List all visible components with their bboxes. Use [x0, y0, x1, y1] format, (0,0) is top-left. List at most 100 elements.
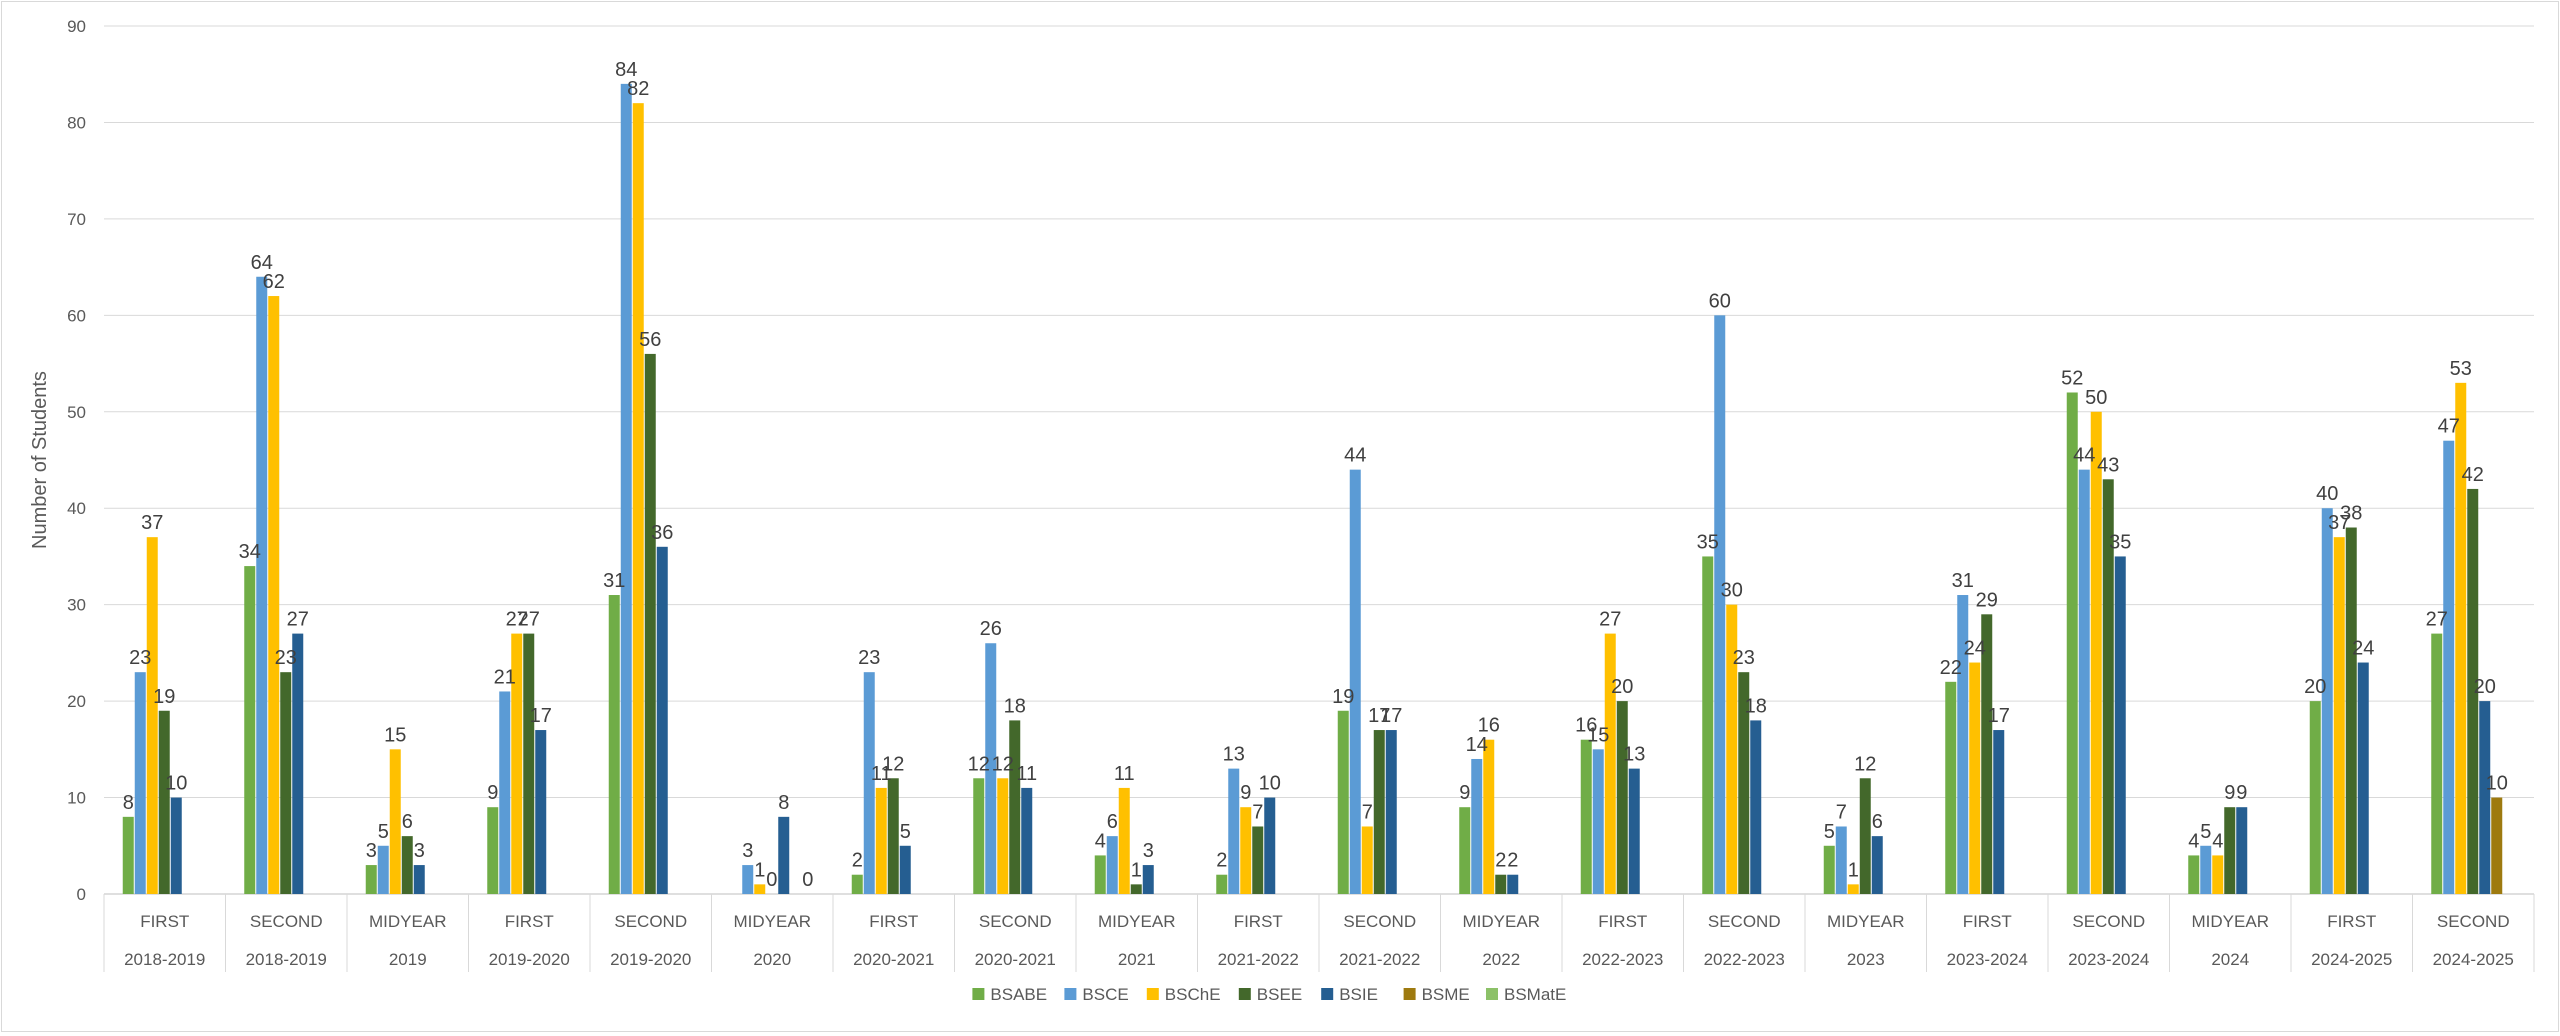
- data-label: 10: [1259, 773, 1281, 795]
- bar-bsie: [1142, 865, 1154, 894]
- bar-bsche: [754, 884, 766, 894]
- data-label: 6: [402, 811, 413, 833]
- x-term-label: MIDYEAR: [1098, 912, 1175, 931]
- data-label: 15: [384, 724, 406, 746]
- data-label: 44: [2073, 445, 2095, 467]
- x-year-label: 2019-2020: [489, 950, 570, 969]
- data-label: 34: [239, 541, 261, 563]
- data-label: 2: [1216, 850, 1227, 872]
- y-tick-label: 40: [67, 499, 86, 518]
- data-label: 9: [2236, 782, 2247, 804]
- bar-bsche: [511, 633, 523, 894]
- data-label: 17: [530, 705, 552, 727]
- data-label: 2: [852, 850, 863, 872]
- bar-bsabe: [2309, 701, 2321, 894]
- x-year-label: 2022-2023: [1704, 950, 1785, 969]
- bar-bsce: [742, 865, 754, 894]
- x-year-label: 2023-2024: [2068, 950, 2149, 969]
- bar-bsce: [1714, 315, 1726, 894]
- data-label: 50: [2085, 387, 2107, 409]
- bar-bsee: [1981, 614, 1993, 894]
- bar-bsee: [1495, 874, 1507, 894]
- x-term-label: SECOND: [2072, 912, 2145, 931]
- bar-bsabe: [1823, 845, 1835, 894]
- data-label: 44: [1344, 445, 1366, 467]
- data-label: 7: [1252, 801, 1263, 823]
- y-tick-label: 60: [67, 306, 86, 325]
- data-label: 9: [2224, 782, 2235, 804]
- bar-bsie: [170, 797, 182, 894]
- data-label: 15: [1587, 724, 1609, 746]
- bar-bsie: [1871, 836, 1883, 894]
- bar-bsie: [1385, 730, 1397, 894]
- bar-bsche: [1604, 633, 1616, 894]
- bar-bsche: [1240, 807, 1252, 894]
- bar-bsce: [1228, 768, 1240, 894]
- x-year-label: 2019-2020: [610, 950, 691, 969]
- legend-label: BSEE: [1257, 985, 1302, 1004]
- x-term-label: MIDYEAR: [1827, 912, 1904, 931]
- x-year-label: 2022: [1482, 950, 1520, 969]
- bar-bsabe: [1337, 710, 1349, 894]
- y-tick-label: 90: [67, 17, 86, 36]
- bar-bsabe: [122, 816, 134, 894]
- data-label: 27: [287, 609, 309, 631]
- data-label: 6: [1107, 811, 1118, 833]
- x-year-label: 2023: [1847, 950, 1885, 969]
- bar-bsche: [389, 749, 401, 894]
- legend-swatch: [972, 988, 985, 1000]
- data-label: 4: [2188, 830, 2199, 852]
- bar-bsee: [1738, 672, 1750, 894]
- data-label: 2: [1507, 850, 1518, 872]
- data-label: 27: [1599, 609, 1621, 631]
- bar-bsee: [1009, 720, 1021, 894]
- y-tick-label: 20: [67, 692, 86, 711]
- data-label: 9: [1459, 782, 1470, 804]
- data-label: 42: [2462, 464, 2484, 486]
- x-term-label: SECOND: [1708, 912, 1781, 931]
- x-term-label: SECOND: [614, 912, 687, 931]
- y-axis-title: Number of Students: [29, 371, 51, 549]
- bar-bsie: [2357, 662, 2369, 894]
- bar-bsee: [158, 710, 170, 894]
- bar-bsabe: [487, 807, 499, 894]
- data-label: 82: [627, 78, 649, 100]
- bar-bsee: [523, 633, 535, 894]
- bar-bsabe: [851, 874, 863, 894]
- bar-bsche: [268, 296, 280, 894]
- bar-bsce: [620, 83, 632, 894]
- data-label: 16: [1575, 715, 1597, 737]
- data-label: 11: [871, 763, 892, 785]
- data-label: 1: [1848, 859, 1859, 881]
- data-label: 37: [2328, 512, 2350, 534]
- x-term-label: FIRST: [1963, 912, 2012, 931]
- x-term-label: FIRST: [2327, 912, 2376, 931]
- data-label: 22: [1940, 657, 1962, 679]
- legend-item-bsme: BSME: [1403, 985, 1470, 1004]
- x-year-label: 2018-2019: [124, 950, 205, 969]
- data-label: 12: [968, 753, 990, 775]
- bar-bsie: [413, 865, 425, 894]
- bar-bsche: [2333, 537, 2345, 894]
- x-year-label: 2021-2022: [1339, 950, 1420, 969]
- data-label: 35: [1697, 531, 1719, 553]
- bar-bsce: [1106, 836, 1118, 894]
- y-tick-label: 10: [67, 789, 86, 808]
- data-label: 18: [1004, 695, 1026, 717]
- bar-bsche: [997, 778, 1009, 894]
- bar-bsche: [2090, 411, 2102, 894]
- x-year-label: 2024-2025: [2433, 950, 2514, 969]
- data-labels: 8233719103464622327351563921272717318482…: [123, 59, 2508, 891]
- y-tick-label: 70: [67, 210, 86, 229]
- bar-bsie: [899, 845, 911, 894]
- data-label: 27: [2426, 609, 2448, 631]
- bar-bsabe: [608, 595, 620, 894]
- bar-bsabe: [1702, 556, 1714, 894]
- bar-bsie: [1264, 797, 1276, 894]
- data-label: 29: [1976, 589, 1998, 611]
- data-label: 30: [1721, 580, 1743, 602]
- data-label: 8: [123, 792, 134, 814]
- bar-bsabe: [244, 566, 256, 894]
- y-tick-label: 50: [67, 403, 86, 422]
